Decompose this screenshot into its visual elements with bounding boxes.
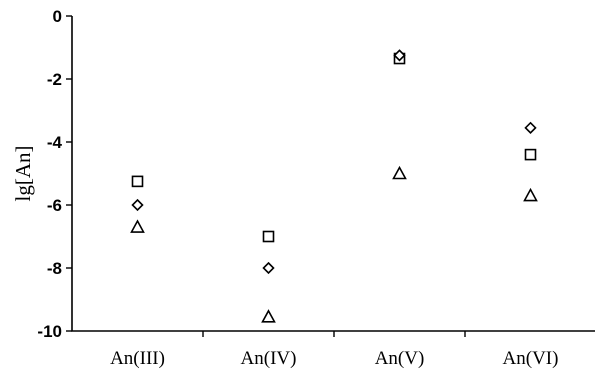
axis-lines [71,16,595,332]
triangle-marker [261,309,276,323]
y-tick-label: -8 [47,259,62,278]
y-tick-label: -2 [47,70,62,89]
x-category-label: An(III) [110,348,165,369]
y-axis-title: lg[An] [11,146,35,202]
square-marker [262,230,275,243]
y-tick-label: -10 [37,322,62,341]
triangle-marker [392,165,407,180]
diamond-marker [524,121,537,134]
y-tick-label: -4 [47,133,63,152]
diamond-marker [131,198,144,212]
x-category-label: An(IV) [241,348,297,369]
square-marker [524,148,537,161]
data-markers [130,49,538,323]
x-category-label: An(VI) [503,348,559,369]
triangle-marker [130,219,145,233]
x-category-label: An(V) [375,348,425,369]
square-marker [131,175,144,188]
diamond-marker [262,261,275,275]
diamond-marker [393,49,406,62]
y-ticks: 0 -2 -4 -6 -8 -10 [37,7,72,341]
y-tick-label: 0 [53,7,62,26]
y-tick-label: -6 [47,196,62,215]
triangle-marker [523,187,538,202]
axes [71,16,595,332]
x-ticks: An(III) An(IV) An(V) An(VI) [110,331,559,369]
